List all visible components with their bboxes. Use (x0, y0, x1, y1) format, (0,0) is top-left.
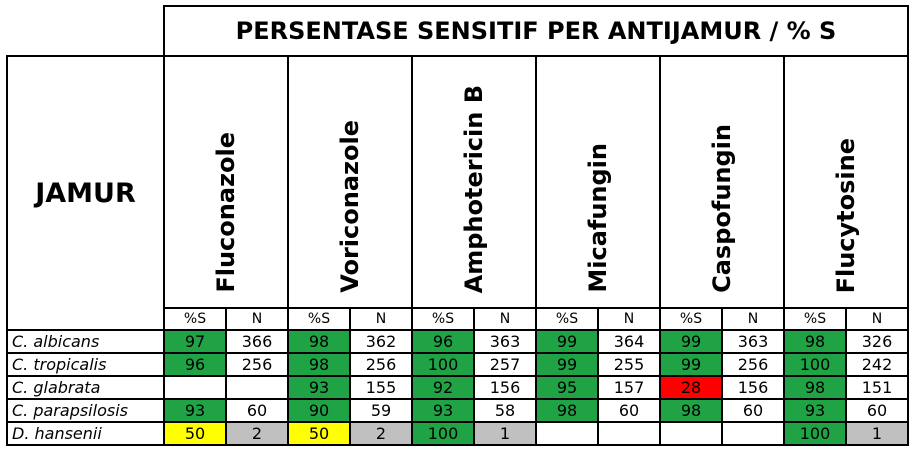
drug-header: Caspofungin (659, 55, 785, 309)
percent-s-cell: 93 (783, 398, 847, 423)
drug-header: Micafungin (535, 55, 661, 309)
n-cell: 257 (473, 352, 537, 377)
n-cell: 60 (721, 398, 785, 423)
n-cell: 255 (597, 352, 661, 377)
percent-s-cell: 99 (659, 329, 723, 354)
n-cell: 362 (349, 329, 413, 354)
n-cell: 363 (473, 329, 537, 354)
percent-s-header: %S (411, 307, 475, 331)
n-cell: 2 (225, 421, 289, 446)
percent-s-header: %S (287, 307, 351, 331)
percent-s-cell: 100 (783, 421, 847, 446)
percent-s-cell: 90 (287, 398, 351, 423)
percent-s-cell: 99 (535, 352, 599, 377)
n-header: N (349, 307, 413, 331)
n-header: N (225, 307, 289, 331)
table-row: C. glabrata 93 155 92 156 95 157 28 156 98 151 (6, 375, 909, 400)
percent-s-cell: 50 (163, 421, 227, 446)
table-title: PERSENTASE SENSITIF PER ANTIJAMUR / % S (163, 5, 909, 57)
species-name: D. hansenii (6, 421, 165, 446)
n-cell (597, 421, 661, 446)
table-row: D. hansenii 50 2 50 2 100 1 100 1 (6, 421, 909, 446)
percent-s-cell: 92 (411, 375, 475, 400)
n-cell: 366 (225, 329, 289, 354)
antifungal-sensitivity-table: PERSENTASE SENSITIF PER ANTIJAMUR / % S … (6, 5, 909, 446)
empty-corner-cell (7, 6, 165, 57)
drug-name: Caspofungin (708, 124, 736, 293)
percent-s-cell: 97 (163, 329, 227, 354)
n-cell (721, 421, 785, 446)
n-cell: 60 (845, 398, 909, 423)
n-cell: 256 (349, 352, 413, 377)
n-cell: 157 (597, 375, 661, 400)
n-cell: 2 (349, 421, 413, 446)
percent-s-header: %S (163, 307, 227, 331)
percent-s-cell: 99 (659, 352, 723, 377)
percent-s-cell: 98 (535, 398, 599, 423)
percent-s-cell: 50 (287, 421, 351, 446)
percent-s-header: %S (659, 307, 723, 331)
percent-s-cell (535, 421, 599, 446)
n-header: N (845, 307, 909, 331)
n-cell: 326 (845, 329, 909, 354)
percent-s-cell: 100 (783, 352, 847, 377)
drug-name: Flucytosine (832, 137, 860, 293)
percent-s-cell: 93 (287, 375, 351, 400)
percent-s-cell: 28 (659, 375, 723, 400)
percent-s-cell: 96 (163, 352, 227, 377)
species-name: C. albicans (6, 329, 165, 354)
percent-s-cell: 98 (783, 375, 847, 400)
percent-s-cell (163, 375, 227, 400)
percent-s-cell: 98 (287, 352, 351, 377)
percent-s-cell: 100 (411, 352, 475, 377)
n-cell: 256 (721, 352, 785, 377)
n-cell: 242 (845, 352, 909, 377)
drug-header: Amphotericin B (411, 55, 537, 309)
table-row: C. tropicalis 96 256 98 256 100 257 99 255 99 256 1… (6, 352, 909, 377)
percent-s-cell: 98 (783, 329, 847, 354)
n-cell: 156 (473, 375, 537, 400)
percent-s-header: %S (783, 307, 847, 331)
table-row: C. parapsilosis 93 60 90 59 93 58 98 60 98 60 93 60 (6, 398, 909, 423)
percent-s-cell: 99 (535, 329, 599, 354)
percent-s-cell: 93 (411, 398, 475, 423)
n-cell: 59 (349, 398, 413, 423)
table-row: C. albicans 97 366 98 362 96 363 99 364 99 363 98 32… (6, 329, 909, 354)
n-cell: 151 (845, 375, 909, 400)
n-cell (225, 375, 289, 400)
n-cell: 364 (597, 329, 661, 354)
drug-name: Voriconazole (336, 120, 364, 293)
n-header: N (597, 307, 661, 331)
n-cell: 58 (473, 398, 537, 423)
n-cell: 1 (845, 421, 909, 446)
n-cell: 156 (721, 375, 785, 400)
n-header: N (473, 307, 537, 331)
percent-s-cell: 93 (163, 398, 227, 423)
percent-s-cell (659, 421, 723, 446)
percent-s-header: %S (535, 307, 599, 331)
percent-s-cell: 100 (411, 421, 475, 446)
n-cell: 155 (349, 375, 413, 400)
n-header: N (721, 307, 785, 331)
jamur-header: JAMUR (6, 55, 165, 331)
percent-s-cell: 96 (411, 329, 475, 354)
drug-name: Amphotericin B (460, 84, 488, 293)
drug-header: Fluconazole (163, 55, 289, 309)
drug-name: Micafungin (584, 143, 612, 293)
n-cell: 363 (721, 329, 785, 354)
percent-s-cell: 95 (535, 375, 599, 400)
drug-name: Fluconazole (212, 132, 240, 293)
n-cell: 60 (597, 398, 661, 423)
n-cell: 1 (473, 421, 537, 446)
percent-s-cell: 98 (287, 329, 351, 354)
species-name: C. glabrata (6, 375, 165, 400)
percent-s-cell: 98 (659, 398, 723, 423)
species-name: C. parapsilosis (6, 398, 165, 423)
n-cell: 256 (225, 352, 289, 377)
drug-header: Flucytosine (783, 55, 909, 309)
species-name: C. tropicalis (6, 352, 165, 377)
n-cell: 60 (225, 398, 289, 423)
drug-header: Voriconazole (287, 55, 413, 309)
